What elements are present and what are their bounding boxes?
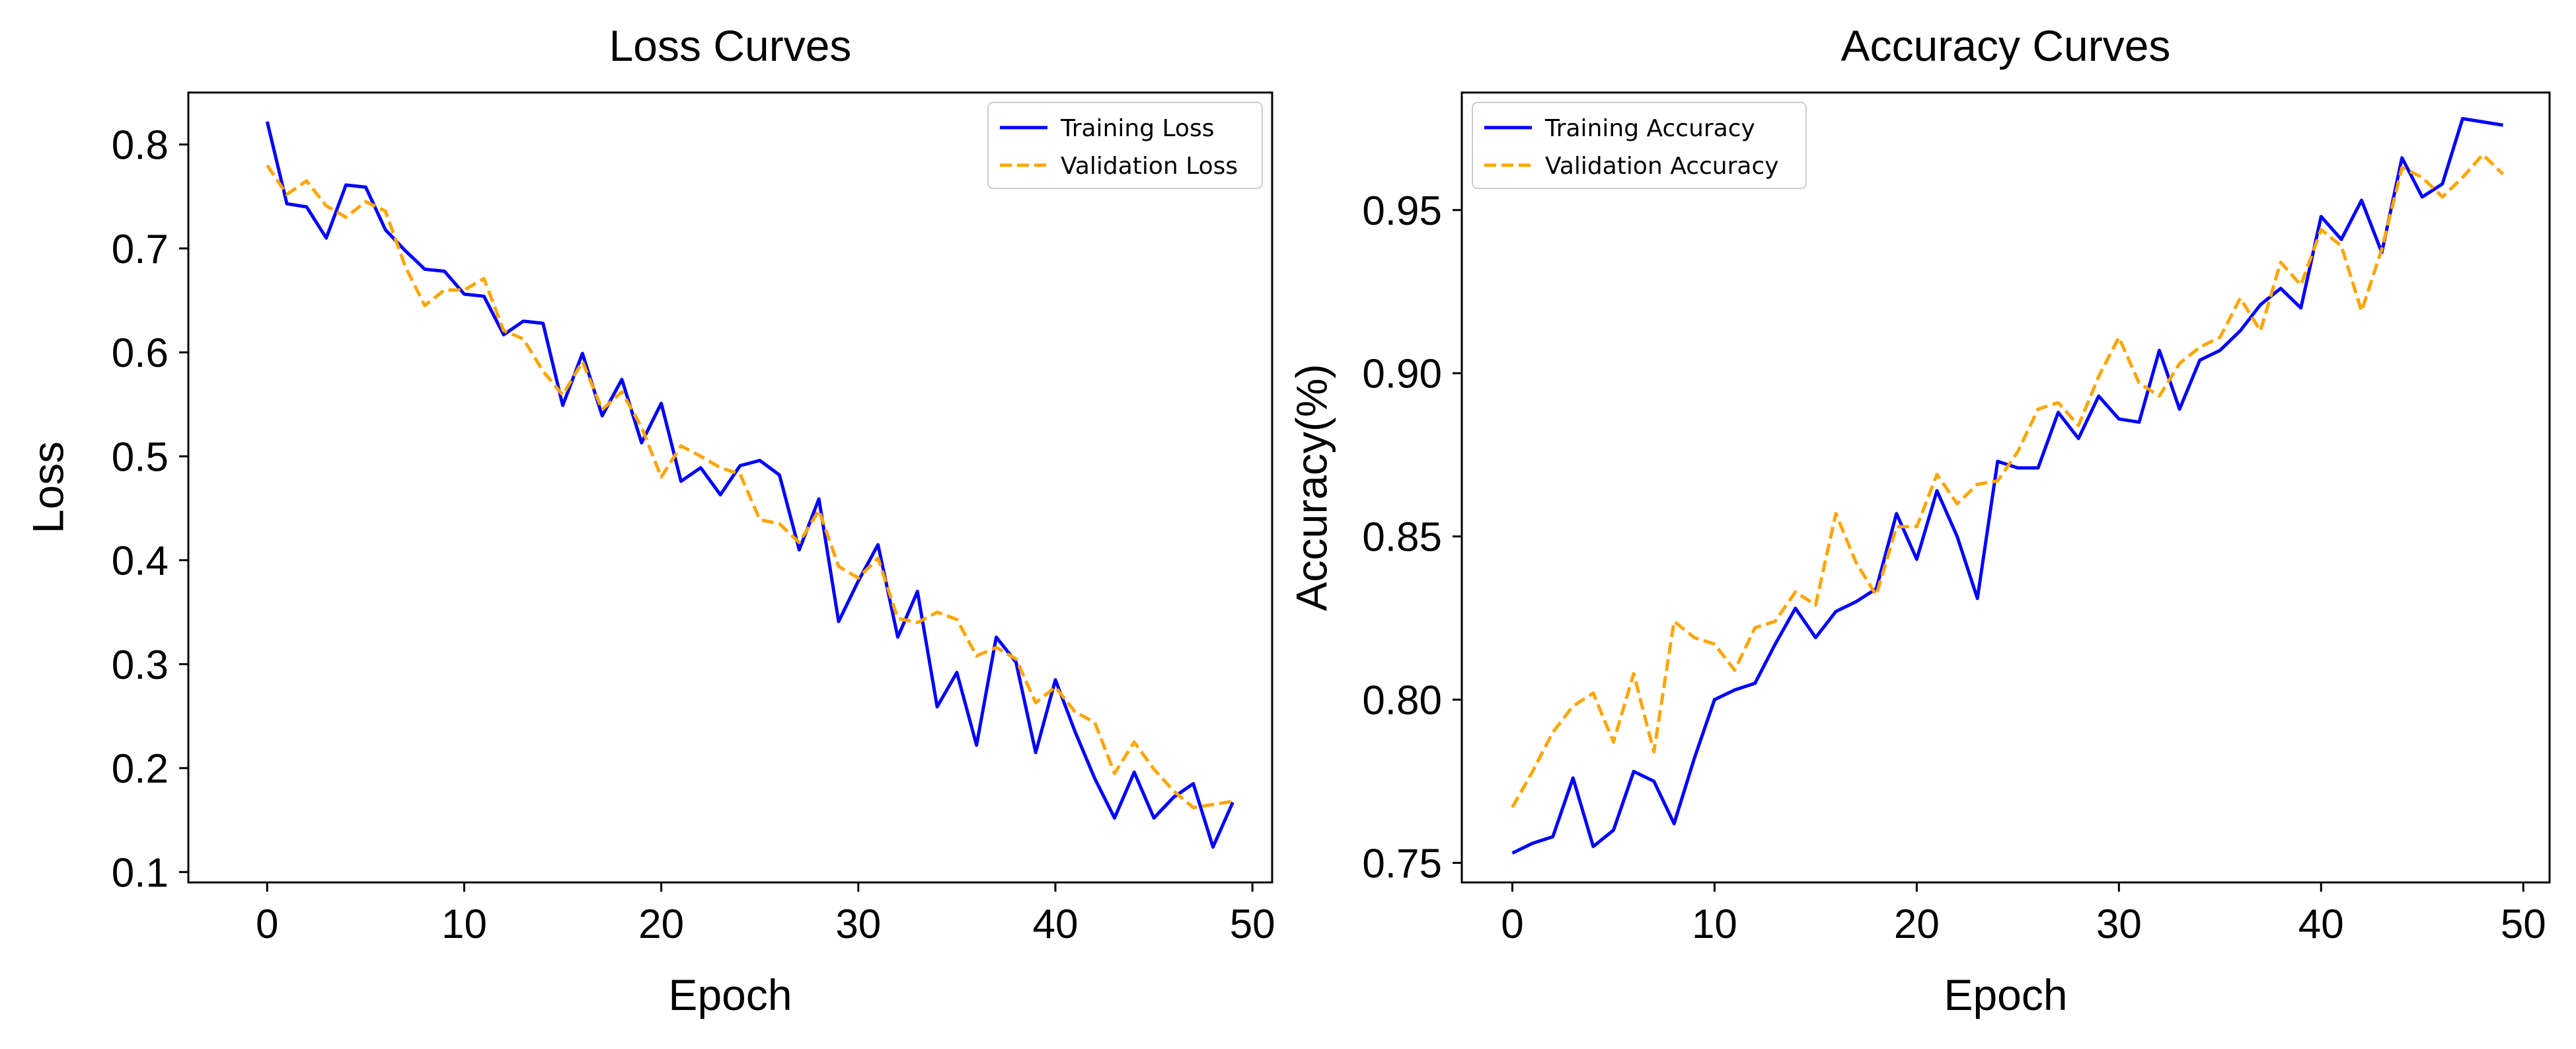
y-tick-label: 0.80 bbox=[1362, 678, 1442, 723]
series-line-training-accuracy bbox=[1511, 117, 2504, 855]
y-tick-label: 0.2 bbox=[112, 746, 169, 792]
y-tick-label: 0.6 bbox=[112, 330, 169, 376]
x-tick-label: 50 bbox=[1230, 902, 1275, 947]
y-axis-label: Accuracy(%) bbox=[1287, 364, 1336, 611]
legend: Training Loss Validation Loss bbox=[987, 102, 1263, 189]
chart-title: Loss Curves bbox=[609, 21, 852, 70]
x-tick-label: 0 bbox=[1501, 902, 1523, 947]
y-tick-label: 0.7 bbox=[112, 227, 169, 272]
y-axis-label: Loss bbox=[23, 442, 72, 533]
legend-label: Training Loss bbox=[1060, 115, 1214, 142]
y-tick-label: 0.8 bbox=[112, 123, 169, 169]
legend-label: Validation Accuracy bbox=[1545, 153, 1779, 180]
y-tick-label: 0.75 bbox=[1362, 841, 1442, 886]
legend-box bbox=[987, 102, 1263, 189]
x-axis-label: Epoch bbox=[1944, 970, 2067, 1019]
plot-frame bbox=[187, 91, 1273, 884]
legend-label: Validation Loss bbox=[1061, 153, 1238, 180]
x-axis-label: Epoch bbox=[668, 970, 792, 1019]
x-tick-label: 10 bbox=[1692, 902, 1737, 947]
series-line-validation-loss bbox=[266, 164, 1233, 810]
x-tick-label: 0 bbox=[256, 902, 278, 947]
y-tick-label: 0.85 bbox=[1362, 515, 1442, 561]
x-tick-label: 20 bbox=[1894, 902, 1940, 947]
y-tick-label: 0.1 bbox=[112, 850, 169, 896]
x-tick-label: 40 bbox=[1033, 902, 1079, 947]
y-tick-label: 0.90 bbox=[1362, 352, 1442, 397]
x-tick-label: 40 bbox=[2298, 902, 2344, 947]
y-tick-label: 0.4 bbox=[112, 539, 169, 584]
series-line-validation-accuracy bbox=[1511, 153, 2505, 808]
chart-1: Accuracy Curves Epoch Accuracy(%) 0 10 20 30 40… bbox=[1287, 21, 2551, 1019]
series-line-training-loss bbox=[265, 121, 1234, 849]
chart-0: Loss Curves Epoch Loss 0 10 20 30 40 50 0.1 0.2 0.3… bbox=[23, 21, 1275, 1019]
legend-box bbox=[1472, 102, 1807, 189]
legend: Training Accuracy Validation Accuracy bbox=[1472, 102, 1807, 189]
x-tick-label: 30 bbox=[2096, 902, 2142, 947]
y-tick-label: 0.95 bbox=[1362, 188, 1442, 234]
legend-label: Training Accuracy bbox=[1544, 115, 1755, 142]
x-tick-label: 50 bbox=[2501, 902, 2546, 947]
y-tick-label: 0.3 bbox=[112, 642, 169, 688]
y-tick-label: 0.5 bbox=[112, 434, 169, 480]
x-tick-label: 10 bbox=[441, 902, 487, 947]
x-tick-label: 20 bbox=[638, 902, 684, 947]
x-tick-label: 30 bbox=[835, 902, 881, 947]
plot-frame bbox=[1460, 91, 2551, 884]
chart-title: Accuracy Curves bbox=[1841, 21, 2171, 70]
